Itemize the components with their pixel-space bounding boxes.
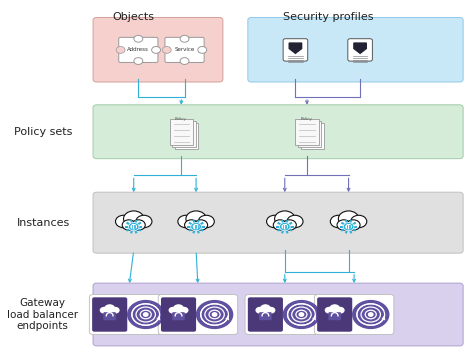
Circle shape [173,304,184,313]
Circle shape [280,223,290,231]
FancyBboxPatch shape [317,297,352,332]
Circle shape [329,304,340,313]
Circle shape [343,223,354,231]
Circle shape [330,215,346,228]
FancyBboxPatch shape [93,105,463,159]
Circle shape [198,215,214,228]
Circle shape [152,47,161,53]
Circle shape [282,224,287,229]
Circle shape [255,307,264,314]
Circle shape [338,211,359,227]
FancyBboxPatch shape [301,124,324,149]
Circle shape [325,307,334,314]
FancyBboxPatch shape [119,37,158,62]
Text: Instances: Instances [17,218,70,227]
Circle shape [287,215,303,228]
Circle shape [163,47,171,53]
Text: Gateway
load balancer
endpoints: Gateway load balancer endpoints [7,298,78,331]
Circle shape [116,215,132,228]
FancyBboxPatch shape [173,121,196,147]
Circle shape [351,215,367,228]
FancyBboxPatch shape [298,121,321,147]
FancyBboxPatch shape [165,37,204,62]
Text: Objects: Objects [113,12,155,22]
Circle shape [197,301,233,328]
Circle shape [346,224,351,229]
Circle shape [273,220,287,230]
Circle shape [337,220,350,230]
Circle shape [116,47,125,53]
Circle shape [100,307,109,314]
Circle shape [180,307,189,314]
FancyBboxPatch shape [328,312,341,320]
FancyBboxPatch shape [158,295,237,334]
FancyBboxPatch shape [93,192,463,253]
Circle shape [353,301,389,328]
FancyBboxPatch shape [348,39,373,61]
FancyBboxPatch shape [314,295,394,334]
Text: Policy sets: Policy sets [14,127,73,137]
FancyBboxPatch shape [295,119,319,145]
Text: Policy: Policy [300,117,312,121]
Circle shape [283,220,296,230]
FancyBboxPatch shape [170,119,193,145]
Circle shape [132,220,145,230]
Circle shape [198,47,207,53]
Circle shape [260,304,271,313]
Circle shape [128,301,164,328]
Circle shape [134,58,143,64]
FancyBboxPatch shape [90,295,169,334]
Circle shape [191,223,201,231]
Circle shape [180,58,189,64]
Circle shape [178,215,194,228]
FancyBboxPatch shape [283,39,308,61]
Circle shape [111,307,119,314]
Circle shape [194,220,208,230]
Circle shape [186,211,206,227]
Text: Service: Service [174,47,195,52]
FancyBboxPatch shape [259,312,272,320]
FancyBboxPatch shape [175,124,199,149]
Circle shape [124,211,144,227]
Text: Address: Address [128,47,149,52]
FancyBboxPatch shape [92,297,127,332]
Circle shape [299,313,304,316]
Polygon shape [354,43,366,53]
FancyBboxPatch shape [248,18,463,82]
Circle shape [266,215,283,228]
Text: Policy: Policy [174,117,186,121]
Circle shape [212,313,217,316]
Circle shape [136,215,152,228]
Text: Security profiles: Security profiles [283,12,373,22]
FancyBboxPatch shape [93,283,463,346]
Circle shape [336,307,345,314]
Circle shape [266,307,275,314]
FancyBboxPatch shape [172,312,185,320]
Circle shape [274,211,295,227]
FancyBboxPatch shape [161,297,196,332]
Circle shape [169,307,177,314]
Circle shape [184,220,198,230]
Circle shape [134,35,143,42]
Circle shape [104,304,115,313]
FancyBboxPatch shape [245,295,325,334]
Circle shape [346,220,360,230]
Polygon shape [289,43,301,53]
FancyBboxPatch shape [248,297,283,332]
FancyBboxPatch shape [93,18,223,82]
FancyBboxPatch shape [103,312,116,320]
Circle shape [122,220,136,230]
Circle shape [180,35,189,42]
Circle shape [193,224,199,229]
Circle shape [283,301,319,328]
Circle shape [131,224,137,229]
Circle shape [128,223,139,231]
Circle shape [368,313,373,316]
Circle shape [144,313,148,316]
